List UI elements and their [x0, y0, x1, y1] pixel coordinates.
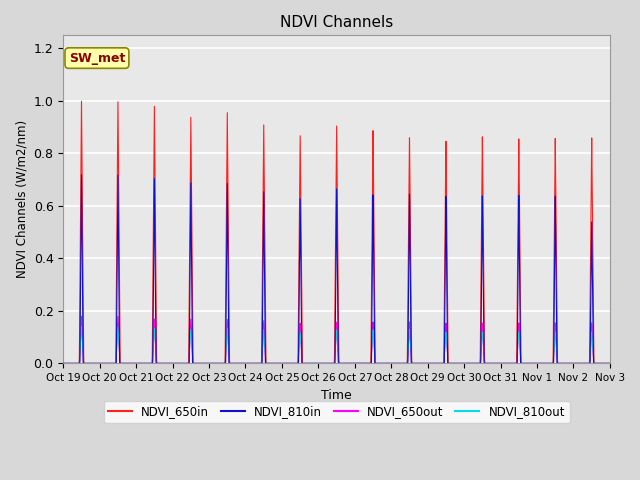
Title: NDVI Channels: NDVI Channels	[280, 15, 393, 30]
Y-axis label: NDVI Channels (W/m2/nm): NDVI Channels (W/m2/nm)	[15, 120, 28, 278]
Text: SW_met: SW_met	[68, 51, 125, 65]
Legend: NDVI_650in, NDVI_810in, NDVI_650out, NDVI_810out: NDVI_650in, NDVI_810in, NDVI_650out, NDV…	[104, 401, 570, 423]
X-axis label: Time: Time	[321, 389, 352, 402]
